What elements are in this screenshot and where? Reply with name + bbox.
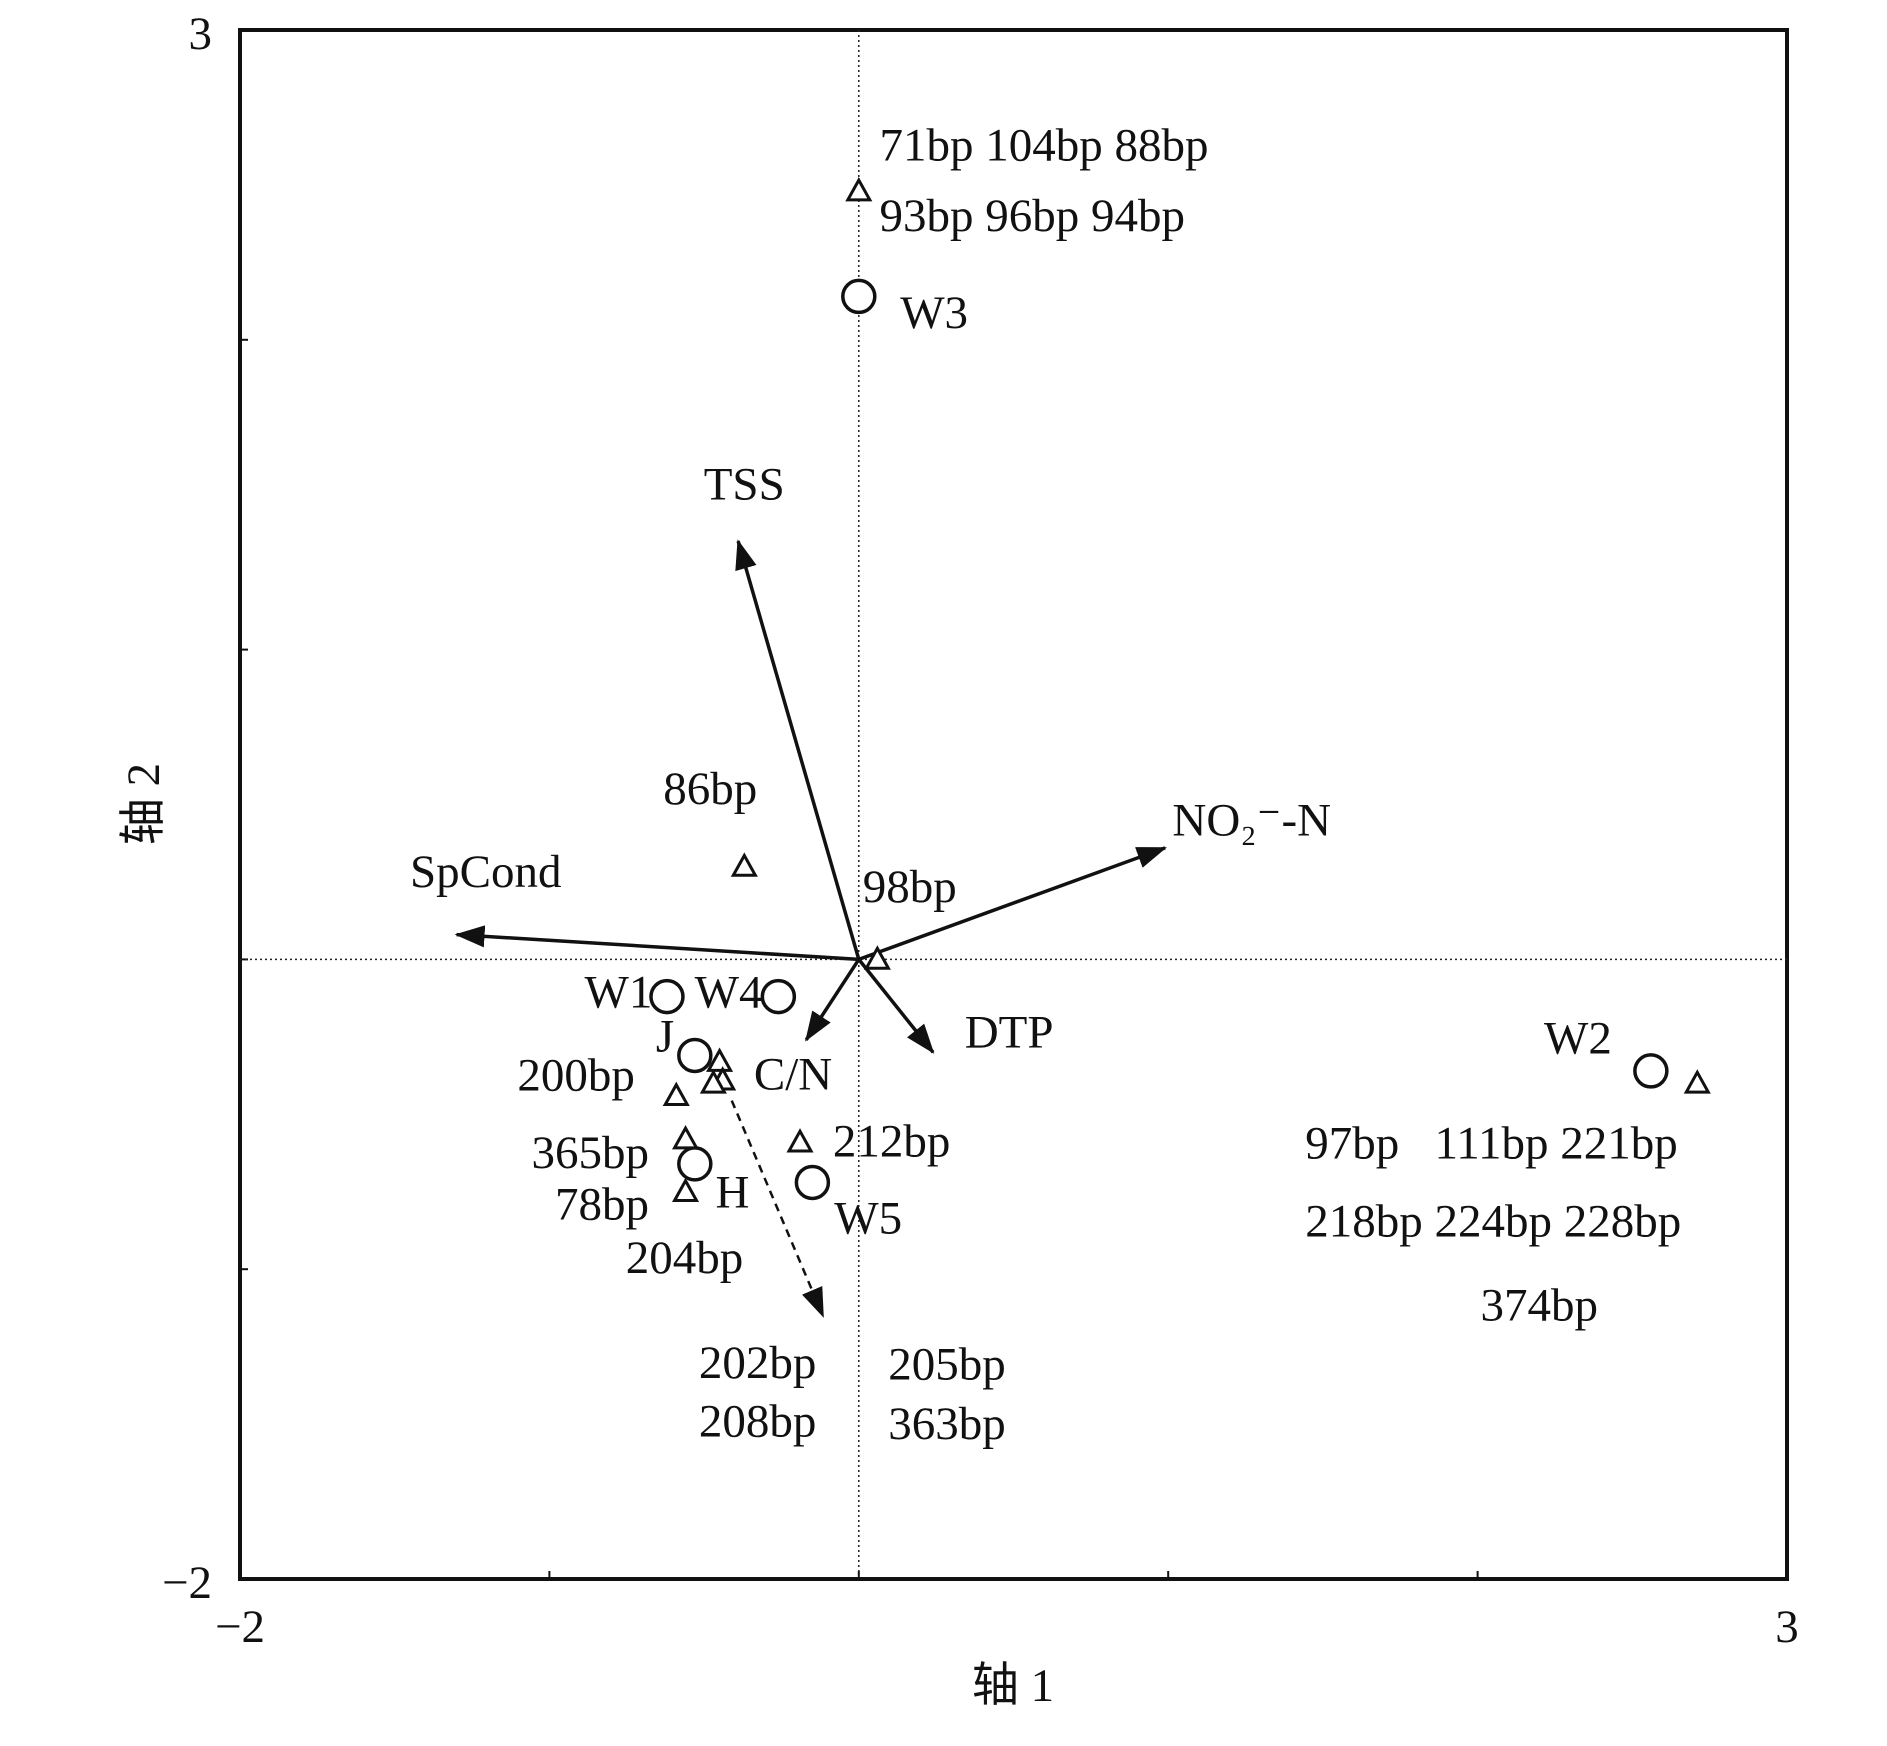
y-axis-label: 轴 2 (118, 763, 170, 845)
species-point (671, 1124, 700, 1150)
env-label: TSS (704, 459, 785, 511)
species-label: 208bp (699, 1395, 817, 1447)
site-label: W4 (695, 966, 763, 1018)
species-label: 93bp 96bp 94bp (879, 190, 1185, 242)
site-point (794, 1164, 831, 1201)
site-point (649, 978, 685, 1015)
species-point (662, 1081, 690, 1107)
species-point (699, 1069, 727, 1094)
species-label: 78bp (555, 1179, 649, 1231)
env-vector (735, 539, 861, 960)
species-label: 212bp (833, 1116, 951, 1168)
x-axis-label: 轴 1 (972, 1660, 1054, 1712)
site-label: H (716, 1167, 750, 1219)
site-point (760, 978, 797, 1015)
site-point (677, 1146, 713, 1182)
y-tick-label: 3 (189, 8, 213, 60)
species-label: 365bp (532, 1127, 650, 1179)
x-tick-label: −2 (215, 1601, 265, 1653)
species-label: 86bp (663, 763, 757, 815)
x-tick-label: 3 (1775, 1601, 1799, 1653)
species-point (671, 1177, 700, 1203)
species-point (863, 945, 891, 970)
species-label: 363bp (888, 1398, 1006, 1450)
site-label: W2 (1544, 1013, 1612, 1065)
species-point (1683, 1069, 1711, 1094)
species-label: 218bp 224bp 228bp (1305, 1196, 1681, 1248)
species-point (786, 1128, 814, 1153)
env-label: C/N (754, 1049, 832, 1101)
env-vector (857, 958, 935, 1054)
env-vector (804, 958, 861, 1042)
plot-frame (238, 28, 1789, 1581)
site-label: W5 (834, 1192, 902, 1244)
species-label: 204bp (626, 1232, 744, 1284)
species-label: 374bp (1481, 1280, 1599, 1332)
site-label: J (656, 1011, 674, 1063)
site-point (841, 278, 877, 315)
env-label: SpCond (410, 846, 562, 898)
species-point (730, 852, 758, 877)
site-point (677, 1037, 713, 1074)
label-pointer (730, 1100, 825, 1318)
species-label: 71bp 104bp 88bp (879, 119, 1208, 171)
species-point (706, 1047, 734, 1072)
env-vector (858, 846, 1167, 962)
site-label: W1 (584, 966, 652, 1018)
site-label: W3 (900, 287, 968, 339)
species-label: 98bp (863, 861, 957, 913)
species-label: 97bp 111bp 221bp (1305, 1118, 1678, 1170)
env-vector (454, 925, 859, 962)
site-point (1633, 1053, 1669, 1089)
species-label: 200bp (517, 1050, 635, 1102)
env-label: DTP (965, 1006, 1054, 1058)
species-point (845, 177, 873, 202)
species-label: 205bp (888, 1339, 1006, 1391)
y-tick-label: −2 (162, 1557, 212, 1609)
env-label: NO₂⁻-N (1172, 795, 1331, 847)
species-label: 202bp (699, 1337, 817, 1389)
